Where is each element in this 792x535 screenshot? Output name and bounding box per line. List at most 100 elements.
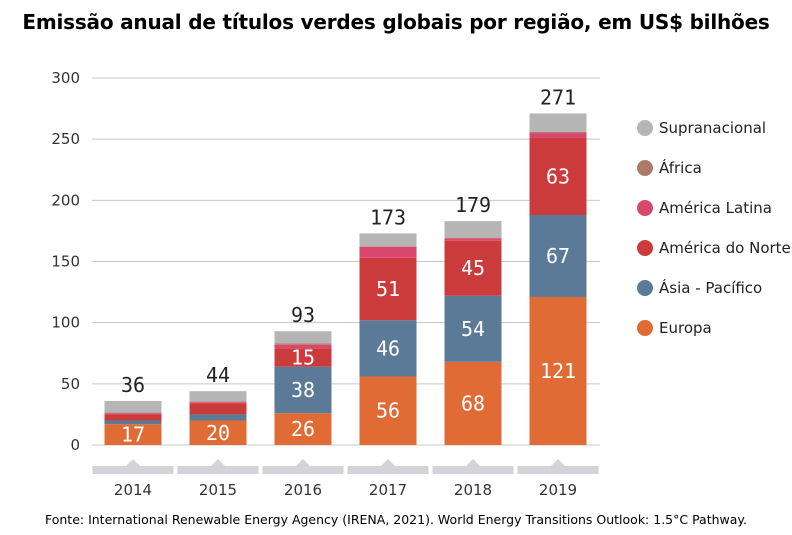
bar-segment-asia-pacifico-2016 (274, 366, 332, 414)
y-tick-label: 200 (51, 191, 80, 209)
bar-segment-america-latina-2016 (274, 344, 332, 349)
bar-segment-america-do-norte-2015 (189, 403, 247, 415)
data-label-asia-pacifico-2016: 38 (291, 378, 315, 402)
y-tick-label: 250 (51, 130, 80, 148)
bar-segment-america-do-norte-2019 (529, 137, 587, 216)
bar-segment-america-do-norte-2017 (359, 257, 417, 321)
data-label-europa-2018: 68 (461, 391, 485, 415)
data-label-asia-pacifico-2019: 67 (546, 244, 570, 268)
bar-segment-supranacional-2019 (529, 113, 587, 132)
legend-label: Ásia - Pacífico (659, 278, 762, 297)
data-label-asia-pacifico-2018: 54 (461, 317, 485, 341)
legend-swatch (637, 120, 653, 136)
y-tick-label: 0 (70, 436, 80, 454)
data-label-europa-2015: 20 (206, 421, 230, 445)
bar-stack-2017: 56 46 51 173 (359, 205, 417, 445)
bar-segment-america-do-norte-2016 (274, 348, 332, 367)
bar-segment-europa-2015 (189, 420, 247, 445)
total-label-2019: 271 (540, 85, 576, 109)
bar-segment-africa-2017 (359, 246, 417, 247)
total-label-2017: 173 (370, 205, 406, 229)
bar-stack-2019: 121 67 63 271 (529, 85, 587, 445)
x-tick-label-2019: 2019 (539, 481, 577, 499)
data-label-europa-2019: 121 (540, 359, 576, 383)
bar-segment-supranacional-2015 (189, 391, 247, 402)
x-axis-band-2018 (432, 466, 514, 474)
bar-segment-asia-pacifico-2017 (359, 320, 417, 377)
bar-segment-africa-2014 (104, 412, 162, 414)
legend-swatch (637, 200, 653, 216)
legend-swatch (637, 240, 653, 256)
legend-item-america-do-norte: América do Norte (637, 239, 791, 257)
legend-swatch (637, 160, 653, 176)
bar-segment-asia-pacifico-2014 (104, 420, 162, 425)
bars: 1736204426381593564651173685445179121676… (104, 85, 587, 447)
bar-segment-asia-pacifico-2015 (189, 414, 247, 421)
y-tick-label: 100 (51, 314, 80, 332)
bar-segment-africa-2015 (189, 401, 247, 403)
bar-segment-america-latina-2017 (359, 246, 417, 258)
bar-segment-europa-2016 (274, 413, 332, 445)
total-label-2016: 93 (291, 303, 315, 327)
legend-item-europa: Europa (637, 319, 712, 337)
legend-label: América do Norte (659, 239, 791, 257)
bar-segment-supranacional-2018 (444, 221, 502, 238)
x-tick-label-2018: 2018 (454, 481, 492, 499)
legend-item-asia-pacifico: Ásia - Pacífico (637, 278, 762, 297)
bar-segment-america-latina-2018 (444, 238, 502, 241)
x-axis-band-2019 (517, 466, 599, 474)
legend-item-supranacional: Supranacional (637, 119, 766, 137)
x-tick-label-2017: 2017 (369, 481, 407, 499)
bar-segment-africa-2018 (444, 237, 502, 239)
x-tick-label-2014: 2014 (114, 481, 152, 499)
legend-label: África (659, 158, 702, 177)
x-axis-band-2014 (92, 466, 174, 474)
bar-segment-europa-2014 (104, 424, 162, 445)
source-note: Fonte: International Renewable Energy Ag… (44, 512, 747, 527)
data-label-europa-2014: 17 (121, 423, 145, 447)
x-axis-band-2015 (177, 466, 259, 474)
data-label-america-do-norte-2018: 45 (461, 256, 485, 280)
data-label-america-do-norte-2016: 15 (291, 346, 315, 370)
bar-segment-supranacional-2016 (274, 331, 332, 344)
bar-segment-europa-2017 (359, 376, 417, 445)
bar-segment-america-do-norte-2014 (104, 414, 162, 421)
legend-label: Supranacional (659, 119, 766, 137)
x-tick-label-2015: 2015 (199, 481, 237, 499)
data-label-asia-pacifico-2017: 46 (376, 336, 400, 360)
y-tick-label: 150 (51, 253, 80, 271)
bar-segment-africa-2019 (529, 131, 587, 134)
x-axis-tick-marker (211, 459, 225, 466)
legend-label: Europa (659, 319, 712, 337)
bar-segment-africa-2016 (274, 343, 332, 345)
bar-stack-2018: 68 54 45 179 (444, 193, 502, 445)
bar-segment-supranacional-2017 (359, 233, 417, 247)
data-label-america-do-norte-2019: 63 (546, 164, 570, 188)
x-axis-tick-marker (381, 459, 395, 466)
x-axis: 2014 2015 2016 2017 2018 2019 (92, 459, 599, 499)
data-label-europa-2016: 26 (291, 417, 315, 441)
bar-segment-america-latina-2014 (104, 413, 162, 415)
data-label-europa-2017: 56 (376, 399, 400, 423)
y-axis: 0 50 100 150 200 250 300 (51, 69, 80, 454)
total-label-2014: 36 (121, 373, 145, 397)
legend: Supranacional África América Latina América… (637, 119, 791, 337)
legend-swatch (637, 280, 653, 296)
total-label-2015: 44 (206, 363, 230, 387)
legend-label: América Latina (659, 199, 772, 217)
bar-segment-asia-pacifico-2018 (444, 295, 502, 362)
y-tick-label: 300 (51, 69, 80, 87)
y-tick-label: 50 (61, 375, 80, 393)
bar-segment-america-latina-2019 (529, 133, 587, 138)
x-axis-tick-marker (296, 459, 310, 466)
legend-item-america-latina: América Latina (637, 199, 772, 217)
x-axis-tick-marker (466, 459, 480, 466)
total-label-2018: 179 (455, 193, 491, 217)
x-axis-tick-marker (126, 459, 140, 466)
x-axis-band-2016 (262, 466, 344, 474)
gridlines (92, 77, 600, 446)
legend-swatch (637, 320, 653, 336)
bar-segment-europa-2018 (444, 361, 502, 445)
